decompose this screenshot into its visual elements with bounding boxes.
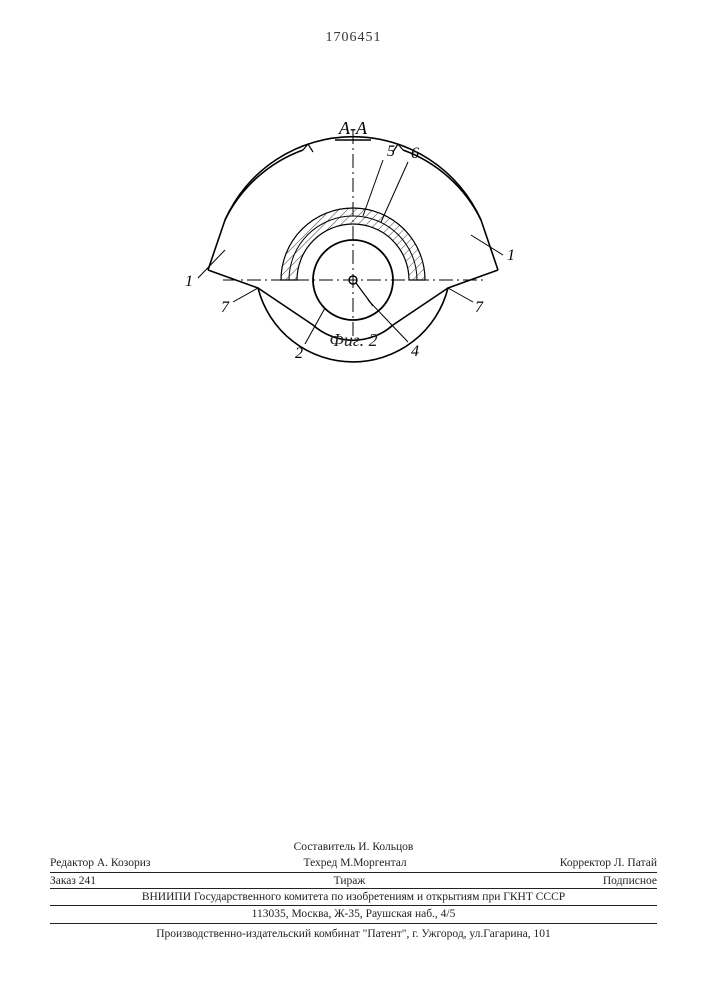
corrector: Корректор Л. Патай xyxy=(560,857,657,869)
organization: ВНИИПИ Государственного комитета по изоб… xyxy=(50,889,657,906)
callout-5: 5 xyxy=(387,143,395,160)
callout-6: 6 xyxy=(411,145,419,162)
order-number: Заказ 241 xyxy=(50,875,96,887)
colophon-block: Составитель И. Кольцов Редактор А. Козор… xyxy=(50,841,657,940)
printer-info: Производственно-издательский комбинат "П… xyxy=(50,924,657,940)
techred: Техред М.Моргентал xyxy=(303,857,406,869)
tirazh: Тираж xyxy=(334,875,366,887)
compiler: Составитель И. Кольцов xyxy=(294,841,414,853)
callout-1-left: 1 xyxy=(185,273,193,290)
callout-1-right: 1 xyxy=(507,247,515,264)
section-label: А-А xyxy=(338,118,368,138)
podpisnoe: Подписное xyxy=(603,875,657,887)
org-address: 113035, Москва, Ж-35, Раушская наб., 4/5 xyxy=(50,906,657,924)
callout-7-right: 7 xyxy=(475,299,484,316)
document-number: 1706451 xyxy=(0,30,707,46)
callout-7-left: 7 xyxy=(221,299,230,316)
editor: Редактор А. Козориз xyxy=(50,857,150,869)
figure-caption: Фиг. 2 xyxy=(0,330,707,351)
